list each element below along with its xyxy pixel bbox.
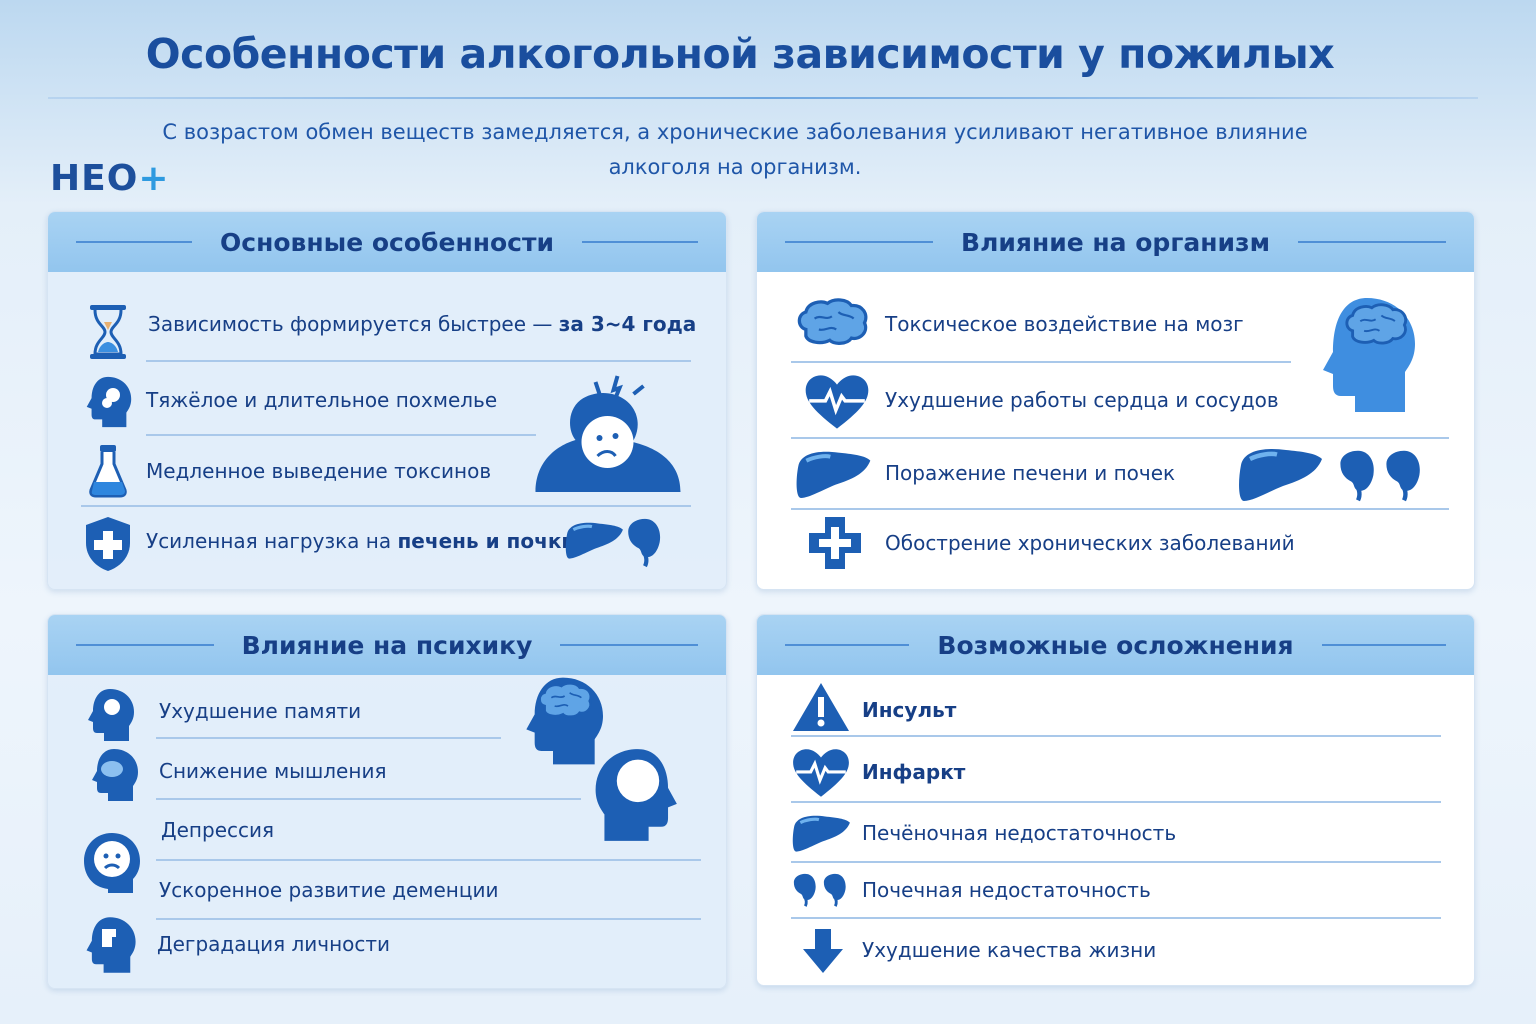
feature-item: Тяжёлое и длительное похмелье bbox=[146, 388, 497, 412]
item-text: Ухудшение работы сердца и сосудов bbox=[885, 388, 1279, 412]
divider bbox=[146, 434, 536, 436]
hourglass-icon bbox=[90, 305, 126, 359]
psyche-item: Ухудшение памяти bbox=[159, 699, 361, 723]
divider bbox=[156, 737, 501, 739]
divider bbox=[791, 917, 1441, 919]
divider bbox=[791, 437, 1449, 439]
item-text: Инфаркт bbox=[862, 760, 966, 784]
item-text: Ухудшение качества жизни bbox=[862, 938, 1157, 962]
complication-item: Почечная недостаточность bbox=[862, 878, 1151, 902]
flask-icon bbox=[89, 445, 127, 498]
item-bold-text: за 3~4 года bbox=[558, 312, 697, 336]
item-text: Ухудшение памяти bbox=[159, 699, 362, 723]
item-text: Медленное выведение токсинов bbox=[146, 459, 492, 483]
psyche-item: Деградация личности bbox=[157, 932, 390, 956]
divider bbox=[791, 801, 1441, 803]
panel-title: Возможные осложнения bbox=[937, 630, 1294, 660]
divider bbox=[791, 361, 1291, 363]
liver-icon bbox=[790, 811, 852, 855]
feature-item: Усиленная нагрузка на печень и почки bbox=[146, 529, 575, 553]
divider bbox=[791, 861, 1441, 863]
complication-item: Ухудшение качества жизни bbox=[862, 938, 1156, 962]
head-puzzle-icon bbox=[78, 913, 142, 977]
logo-plus: + bbox=[138, 158, 170, 199]
panel-header: Влияние на психику bbox=[48, 615, 726, 675]
medical-cross-icon bbox=[809, 517, 861, 569]
item-text: Печёночная недостаточность bbox=[862, 821, 1177, 845]
item-text: Зависимость формируется быстрее — bbox=[148, 312, 559, 336]
psyche-item: Депрессия bbox=[161, 818, 274, 842]
body-item: Токсическое воздействие на мозг bbox=[885, 312, 1244, 336]
body-item: Поражение печени и почек bbox=[885, 461, 1175, 485]
divider bbox=[146, 360, 691, 362]
feature-item: Зависимость формируется быстрее — за 3~4… bbox=[148, 312, 696, 336]
headache-person-illustration bbox=[535, 375, 681, 492]
item-text: Поражение печени и почек bbox=[885, 461, 1176, 485]
liver-icon bbox=[563, 517, 625, 563]
kidney-icon bbox=[624, 515, 666, 569]
shield-cross-icon bbox=[86, 517, 130, 571]
panel-header: Влияние на организм bbox=[757, 212, 1474, 272]
panel-header: Основные особенности bbox=[48, 212, 726, 272]
divider bbox=[791, 735, 1441, 737]
warning-icon bbox=[793, 683, 849, 731]
divider bbox=[156, 918, 701, 920]
complication-item: Инсульт bbox=[862, 698, 956, 722]
item-text: Почечная недостаточность bbox=[862, 878, 1151, 902]
head-cloud-icon bbox=[84, 745, 144, 805]
title-divider bbox=[48, 97, 1478, 99]
psyche-item: Ускоренное развитие деменции bbox=[159, 878, 498, 902]
body-item: Ухудшение работы сердца и сосудов bbox=[885, 388, 1279, 412]
divider bbox=[81, 505, 691, 507]
logo: НЕО+ bbox=[50, 158, 170, 199]
item-text: Тяжёлое и длительное похмелье bbox=[146, 388, 498, 412]
sad-face-icon bbox=[84, 833, 140, 893]
item-text: Снижение мышления bbox=[159, 759, 387, 783]
item-text: Инсульт bbox=[862, 698, 957, 722]
panel-main-features: Основные особенности Зависимость формиру… bbox=[47, 211, 727, 590]
liver-icon bbox=[793, 447, 873, 501]
item-text: Депрессия bbox=[161, 818, 275, 842]
feature-item: Медленное выведение токсинов bbox=[146, 459, 491, 483]
logo-text: НЕО bbox=[50, 158, 139, 199]
kidneys-icon bbox=[792, 872, 848, 908]
item-text: Обострение хронических заболеваний bbox=[885, 531, 1295, 555]
page-subtitle: С возрастом обмен веществ замедляется, а… bbox=[162, 120, 1308, 179]
body-item: Обострение хронических заболеваний bbox=[885, 531, 1295, 555]
complication-item: Инфаркт bbox=[862, 760, 965, 784]
liver-icon bbox=[1230, 444, 1330, 504]
panel-body-impact: Влияние на организм Токсическое воздейст… bbox=[756, 211, 1475, 590]
page-title: Особенности алкогольной зависимости у по… bbox=[145, 30, 1335, 78]
panel-header: Возможные осложнения bbox=[757, 615, 1474, 675]
kidneys-icon bbox=[1336, 445, 1428, 509]
heart-pulse-icon bbox=[790, 747, 852, 799]
divider bbox=[791, 508, 1449, 510]
panel-title: Влияние на психику bbox=[241, 630, 533, 660]
head-fog-icon bbox=[79, 373, 137, 431]
heart-pulse-icon bbox=[802, 373, 872, 431]
brain-icon bbox=[795, 296, 871, 352]
divider bbox=[156, 798, 581, 800]
panel-title: Основные особенности bbox=[220, 227, 555, 257]
head-memory-icon bbox=[80, 685, 140, 745]
head-brain-illustration bbox=[595, 749, 677, 841]
item-bold-text: печень и почки bbox=[397, 529, 576, 553]
head-brain-illustration bbox=[1323, 298, 1415, 412]
item-text: Ускоренное развитие деменции bbox=[159, 878, 499, 902]
divider bbox=[156, 859, 701, 861]
item-text: Деградация личности bbox=[157, 932, 391, 956]
item-text: Токсическое воздействие на мозг bbox=[885, 312, 1244, 336]
panel-complications: Возможные осложнения Инсульт Инфаркт Печ… bbox=[756, 614, 1475, 986]
complication-item: Печёночная недостаточность bbox=[862, 821, 1176, 845]
item-text: Усиленная нагрузка на bbox=[146, 529, 398, 553]
psyche-item: Снижение мышления bbox=[159, 759, 386, 783]
arrow-down-icon bbox=[803, 929, 843, 973]
panel-title: Влияние на организм bbox=[961, 227, 1270, 257]
panel-psyche-impact: Влияние на психику Ухудшение памяти Сниж… bbox=[47, 614, 727, 989]
